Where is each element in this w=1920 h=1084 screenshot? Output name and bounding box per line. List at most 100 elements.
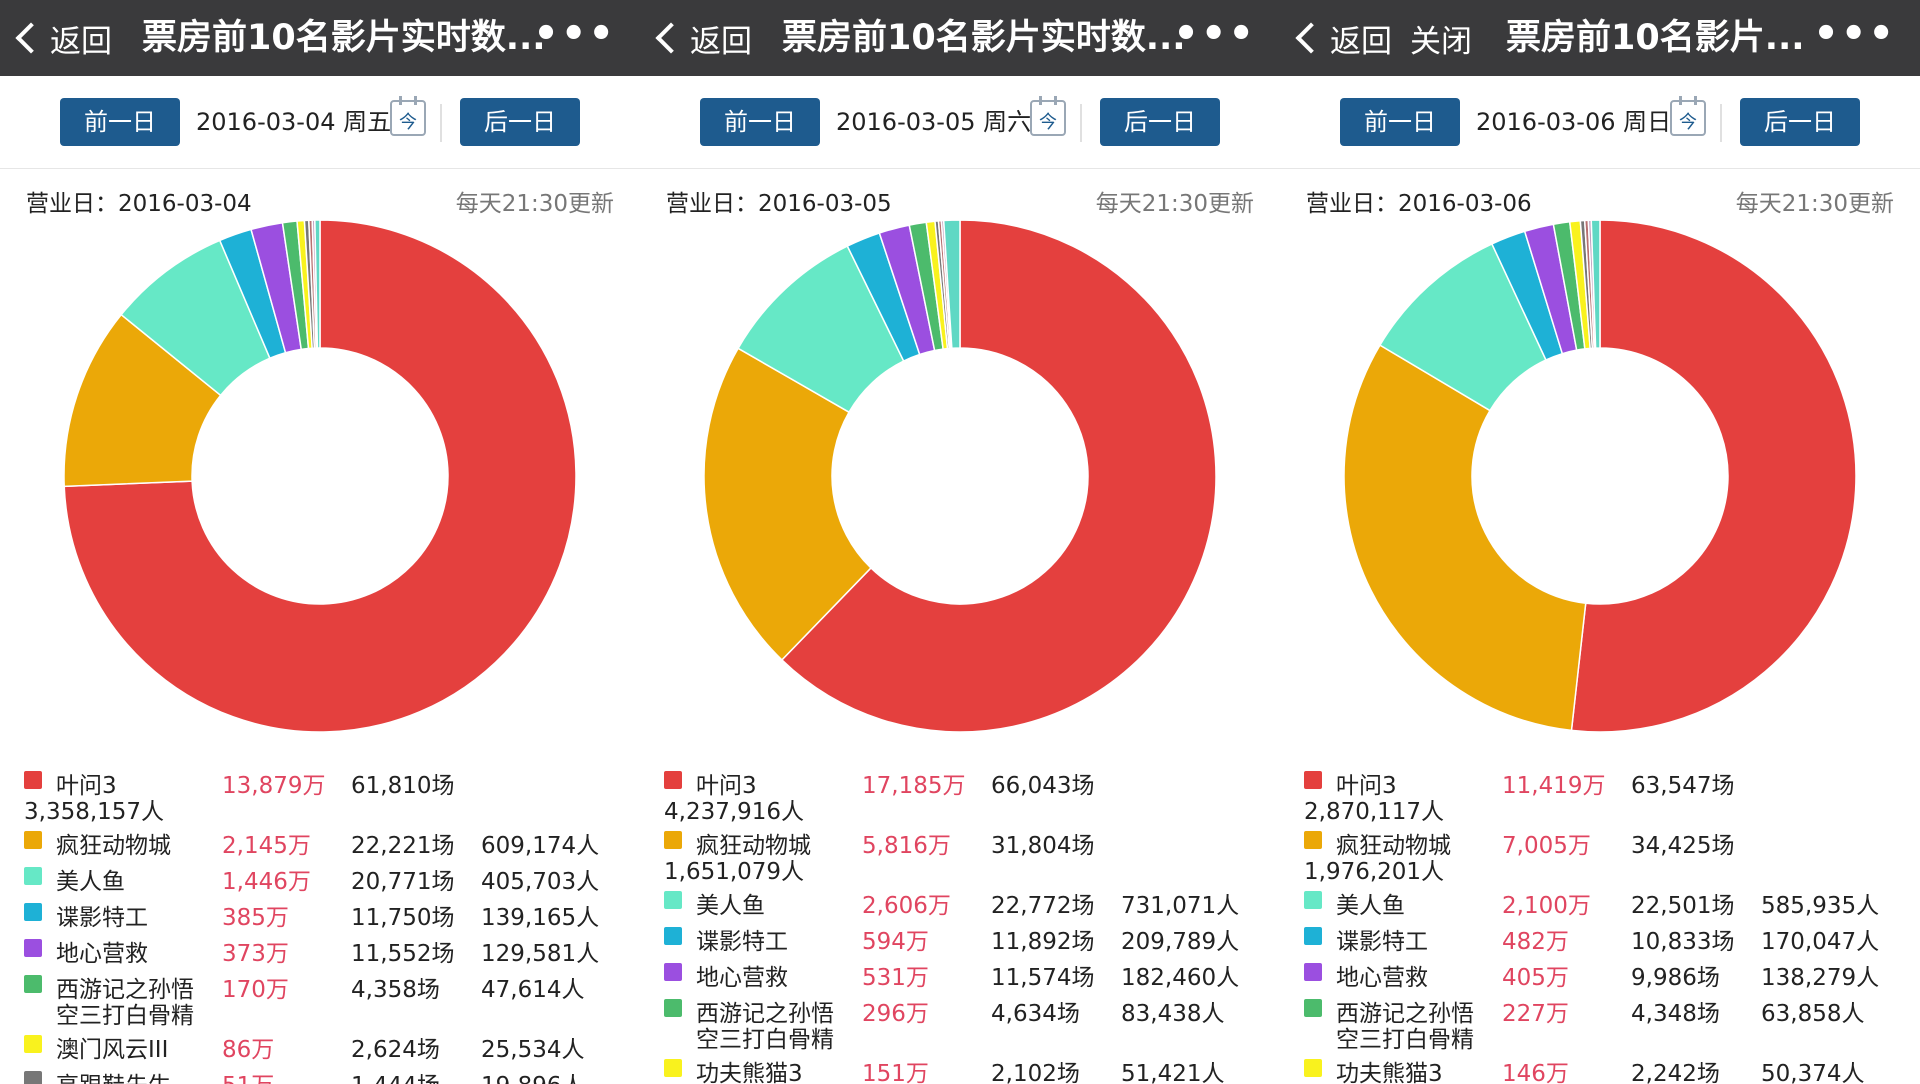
movie-name: 西游记之孙悟 <box>696 1001 834 1027</box>
box-office-value: 1,446万 <box>222 869 311 895</box>
legend-swatch <box>1304 891 1322 909</box>
box-office-value: 13,879万 <box>222 773 326 799</box>
legend-swatch <box>1304 831 1322 849</box>
movie-name: 地心营救 <box>1336 965 1428 991</box>
box-office-value: 86万 <box>222 1037 275 1063</box>
donut-slice[interactable] <box>703 347 873 661</box>
audience-count: 731,071人 <box>1121 893 1240 919</box>
today-label: 今 <box>1039 112 1057 133</box>
audience-count: 51,421人 <box>1121 1061 1225 1084</box>
legend-row[interactable]: 高跟鞋先生 51万 1,444场 19,896人 <box>24 1066 624 1084</box>
back-button[interactable]: 返回 <box>14 0 112 76</box>
audience-count: 182,460人 <box>1121 965 1240 991</box>
movie-name-line2: 空三打白骨精 <box>56 1003 194 1029</box>
chevron-left-icon <box>15 22 47 54</box>
shows-count: 11,892场 <box>991 929 1095 955</box>
legend-row[interactable]: 美人鱼 2,100万 22,501场 585,935人 <box>1304 886 1904 922</box>
close-button[interactable]: 关闭 <box>1410 23 1472 60</box>
next-day-button[interactable]: 后一日 <box>1100 98 1220 146</box>
legend-swatch <box>664 831 682 849</box>
legend-row[interactable]: 叶问3 17,185万 66,043场 4,237,916人 <box>664 766 1264 826</box>
legend-row[interactable]: 美人鱼 1,446万 20,771场 405,703人 <box>24 862 624 898</box>
screen-panel: 返回 关闭 票房前10名影片... ••• 前一日 2016-03-06 周日今 后一日 营业… <box>1280 0 1920 1084</box>
divider <box>440 104 442 142</box>
donut-slice[interactable] <box>63 219 577 733</box>
shows-count: 63,547场 <box>1631 773 1735 799</box>
legend-swatch <box>24 903 42 921</box>
more-menu-button[interactable]: ••• <box>1813 11 1896 57</box>
legend-row[interactable]: 谍影特工 385万 11,750场 139,165人 <box>24 898 624 934</box>
legend-row[interactable]: 叶问3 13,879万 61,810场 3,358,157人 <box>24 766 624 826</box>
legend-swatch <box>1304 999 1322 1017</box>
legend-swatch <box>24 771 42 789</box>
legend-row[interactable]: 西游记之孙悟 空三打白骨精 227万 4,348场 63,858人 <box>1304 994 1904 1054</box>
prev-day-button[interactable]: 前一日 <box>1340 98 1460 146</box>
audience-count: 138,279人 <box>1761 965 1880 991</box>
donut-slice[interactable] <box>942 219 961 350</box>
legend-swatch <box>24 975 42 993</box>
shows-count: 66,043场 <box>991 773 1095 799</box>
movie-name: 谍影特工 <box>1336 929 1428 955</box>
calendar-today-icon[interactable]: 今 <box>390 96 426 136</box>
next-day-button[interactable]: 后一日 <box>1740 98 1860 146</box>
legend-row[interactable]: 谍影特工 482万 10,833场 170,047人 <box>1304 922 1904 958</box>
donut-slice[interactable] <box>314 219 321 349</box>
movie-name: 疯狂动物城 <box>56 833 171 859</box>
more-menu-button[interactable]: ••• <box>1173 11 1256 57</box>
calendar-today-icon[interactable]: 今 <box>1670 96 1706 136</box>
legend-row[interactable]: 疯狂动物城 2,145万 22,221场 609,174人 <box>24 826 624 862</box>
shows-count: 61,810场 <box>351 773 455 799</box>
back-button[interactable]: 返回 关闭 <box>1294 0 1472 76</box>
legend-row[interactable]: 地心营救 405万 9,986场 138,279人 <box>1304 958 1904 994</box>
next-day-button[interactable]: 后一日 <box>460 98 580 146</box>
legend-row[interactable]: 功夫熊猫3 151万 2,102场 51,421人 <box>664 1054 1264 1084</box>
donut-slice[interactable] <box>1590 219 1601 349</box>
legend-row[interactable]: 西游记之孙悟 空三打白骨精 170万 4,358场 47,614人 <box>24 970 624 1030</box>
box-office-value: 5,816万 <box>862 833 951 859</box>
prev-day-button[interactable]: 前一日 <box>700 98 820 146</box>
audience-count: 63,858人 <box>1761 1001 1865 1027</box>
legend-row[interactable]: 美人鱼 2,606万 22,772场 731,071人 <box>664 886 1264 922</box>
legend-row[interactable]: 地心营救 531万 11,574场 182,460人 <box>664 958 1264 994</box>
calendar-today-icon[interactable]: 今 <box>1030 96 1066 136</box>
prev-day-button[interactable]: 前一日 <box>60 98 180 146</box>
donut-slice[interactable] <box>1343 344 1587 732</box>
box-office-donut-chart <box>703 219 1217 733</box>
box-office-value: 7,005万 <box>1502 833 1591 859</box>
box-office-value: 385万 <box>222 905 289 931</box>
legend-row[interactable]: 西游记之孙悟 空三打白骨精 296万 4,634场 83,438人 <box>664 994 1264 1054</box>
date-navigation-bar: 前一日 2016-03-05 周六今 后一日 <box>640 76 1280 169</box>
back-button[interactable]: 返回 <box>654 0 752 76</box>
more-menu-button[interactable]: ••• <box>533 11 616 57</box>
legend-row[interactable]: 功夫熊猫3 146万 2,242场 50,374人 <box>1304 1054 1904 1084</box>
legend-swatch <box>664 891 682 909</box>
donut-slice[interactable] <box>1570 219 1857 733</box>
chevron-left-icon <box>655 22 687 54</box>
audience-count: 47,614人 <box>481 977 585 1003</box>
shows-count: 31,804场 <box>991 833 1095 859</box>
update-note: 每天21:30更新 <box>1095 191 1254 217</box>
movie-name: 美人鱼 <box>1336 893 1405 919</box>
movie-name: 叶问3 <box>1336 773 1397 799</box>
legend-row[interactable]: 叶问3 11,419万 63,547场 2,870,117人 <box>1304 766 1904 826</box>
shows-count: 4,348场 <box>1631 1001 1720 1027</box>
legend-row[interactable]: 疯狂动物城 5,816万 31,804场 1,651,079人 <box>664 826 1264 886</box>
current-date: 2016-03-04 周五 <box>196 108 392 136</box>
page-title: 票房前10名影片实时数... <box>782 18 1186 58</box>
audience-count: 3,358,157人 <box>24 799 165 825</box>
legend-row[interactable]: 疯狂动物城 7,005万 34,425场 1,976,201人 <box>1304 826 1904 886</box>
movie-name: 疯狂动物城 <box>696 833 811 859</box>
page-title: 票房前10名影片实时数... <box>142 18 546 58</box>
shows-count: 11,574场 <box>991 965 1095 991</box>
legend-swatch <box>1304 1059 1322 1077</box>
date-navigation-bar: 前一日 2016-03-06 周日今 后一日 <box>1280 76 1920 169</box>
shows-count: 10,833场 <box>1631 929 1735 955</box>
shows-count: 4,634场 <box>991 1001 1080 1027</box>
legend-row[interactable]: 地心营救 373万 11,552场 129,581人 <box>24 934 624 970</box>
box-office-value: 227万 <box>1502 1001 1569 1027</box>
legend-row[interactable]: 谍影特工 594万 11,892场 209,789人 <box>664 922 1264 958</box>
donut-slice[interactable] <box>780 219 1217 733</box>
legend-swatch <box>664 999 682 1017</box>
shows-count: 2,624场 <box>351 1037 440 1063</box>
legend-row[interactable]: 澳门风云III 86万 2,624场 25,534人 <box>24 1030 624 1066</box>
